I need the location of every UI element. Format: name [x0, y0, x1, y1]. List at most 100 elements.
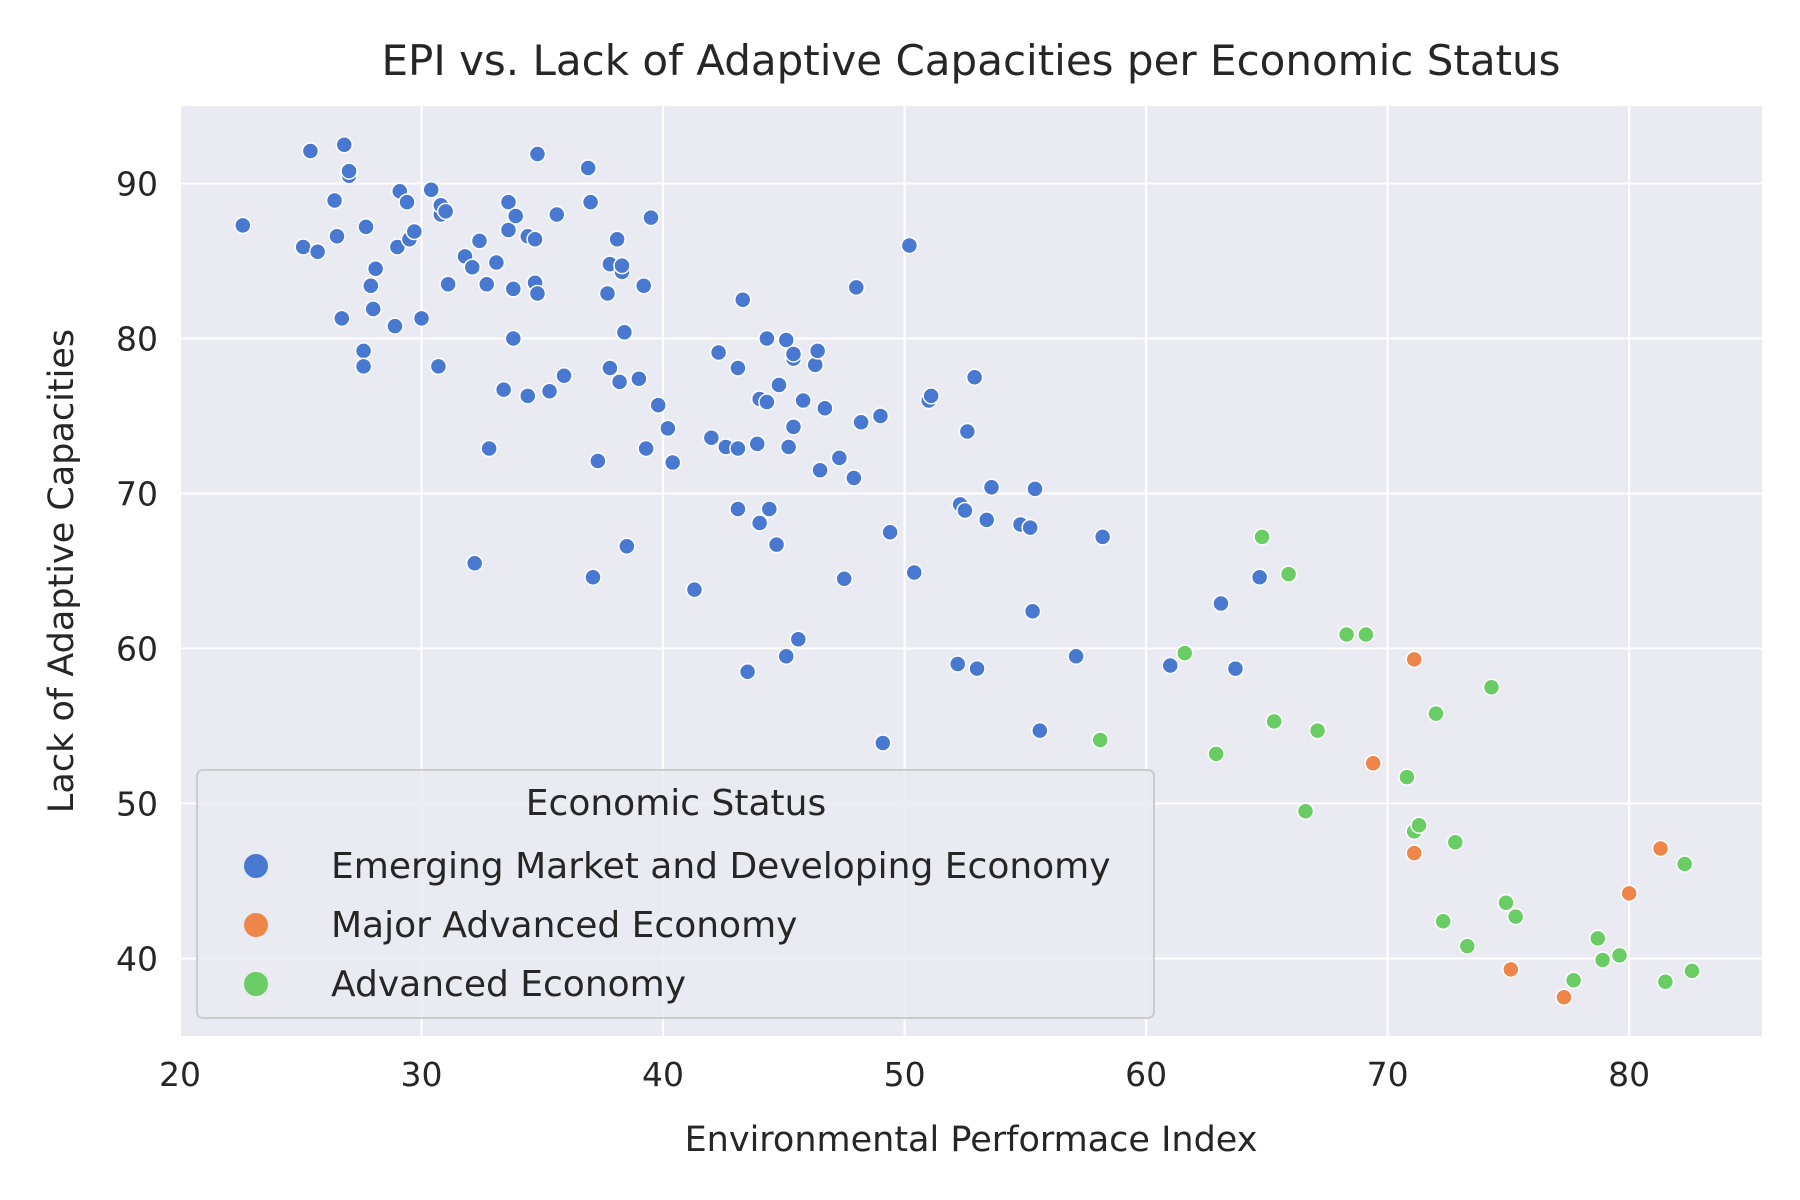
legend-label-major-advanced: Major Advanced Economy	[331, 905, 797, 946]
legend-marker-emerging	[244, 854, 268, 878]
data-point	[308, 242, 327, 261]
data-point	[1021, 518, 1039, 537]
data-point	[659, 419, 677, 438]
data-point	[540, 382, 559, 400]
data-point	[1427, 704, 1445, 723]
data-point	[758, 393, 776, 411]
data-point	[685, 580, 704, 599]
data-point	[871, 407, 890, 425]
data-point	[499, 221, 518, 239]
data-point	[734, 291, 752, 309]
data-point	[738, 663, 757, 681]
data-point	[777, 647, 795, 665]
data-point	[642, 208, 660, 227]
data-point	[354, 342, 373, 360]
data-points	[234, 136, 1701, 1006]
y-tick-label: 50	[116, 785, 158, 824]
data-point	[465, 554, 484, 572]
data-point	[504, 280, 523, 298]
data-point	[528, 284, 547, 303]
x-tick-label: 30	[401, 1055, 443, 1094]
series-0	[234, 136, 1269, 752]
data-point	[948, 655, 967, 673]
data-point	[328, 227, 346, 245]
data-point	[504, 329, 523, 348]
data-point	[340, 162, 358, 180]
data-point	[922, 387, 940, 405]
data-point	[584, 568, 602, 586]
data-point	[422, 180, 440, 199]
data-point	[1265, 712, 1283, 731]
data-point	[1296, 802, 1315, 820]
data-point	[1308, 721, 1327, 740]
data-point	[1589, 929, 1607, 948]
data-point	[1161, 656, 1180, 675]
data-point	[388, 238, 407, 256]
data-point	[1357, 625, 1375, 644]
data-point	[1405, 650, 1423, 669]
x-tick-label: 80	[1608, 1055, 1650, 1094]
data-point	[555, 366, 573, 385]
legend: Economic Status Emerging Market and Deve…	[196, 769, 1155, 1019]
data-point	[333, 309, 351, 328]
data-point	[956, 501, 974, 520]
data-point	[463, 258, 481, 276]
data-point	[750, 514, 769, 532]
series-2	[1091, 528, 1701, 991]
data-point	[1446, 833, 1465, 851]
x-axis-label: Environmental Performace Index	[685, 1120, 1258, 1160]
data-point	[1651, 839, 1670, 858]
data-point	[429, 357, 448, 376]
data-point	[760, 500, 779, 518]
data-point	[748, 435, 766, 453]
x-tick-label: 60	[1125, 1055, 1167, 1094]
data-point	[364, 300, 382, 318]
data-point	[1337, 625, 1356, 644]
data-point	[1675, 855, 1694, 873]
data-point	[294, 238, 312, 256]
y-tick-label: 60	[116, 630, 158, 669]
data-point	[637, 439, 655, 458]
y-tick-label: 80	[116, 320, 158, 359]
data-point	[234, 216, 252, 235]
data-point	[835, 570, 853, 588]
y-tick-label: 40	[116, 940, 158, 979]
data-point	[1176, 644, 1194, 662]
chart-title: EPI vs. Lack of Adaptive Capacities per …	[381, 36, 1560, 85]
data-point	[808, 342, 827, 360]
data-point	[1364, 754, 1382, 772]
x-tick-labels: 20 30 40 50 60 70 80	[159, 1055, 1650, 1094]
legend-box	[196, 769, 1155, 1019]
data-point	[649, 396, 667, 414]
data-point	[1564, 971, 1583, 989]
legend-title: Economic Status	[526, 783, 826, 824]
x-tick-label: 40	[642, 1055, 684, 1094]
data-point	[1656, 973, 1675, 991]
data-point	[519, 387, 537, 405]
data-point	[357, 218, 375, 236]
data-point	[794, 391, 812, 410]
legend-label-advanced: Advanced Economy	[331, 964, 686, 1005]
data-point	[412, 309, 431, 328]
data-point	[784, 345, 803, 363]
series-1	[1364, 650, 1670, 1006]
data-point	[1031, 721, 1049, 740]
data-point	[847, 278, 866, 297]
data-point	[1253, 528, 1271, 546]
data-point	[1067, 647, 1085, 665]
x-tick-label: 50	[884, 1055, 926, 1094]
data-point	[1434, 912, 1452, 931]
data-point	[779, 438, 798, 456]
data-point	[470, 232, 489, 250]
data-point	[767, 535, 786, 554]
data-point	[1620, 884, 1638, 903]
y-axis-label: Lack of Adaptive Capacities	[42, 329, 82, 813]
data-point	[1091, 731, 1109, 749]
data-point	[405, 222, 424, 241]
data-point	[598, 284, 617, 303]
x-tick-label: 20	[159, 1055, 201, 1094]
data-point	[528, 145, 547, 163]
data-point	[398, 193, 416, 211]
data-point	[874, 734, 892, 752]
